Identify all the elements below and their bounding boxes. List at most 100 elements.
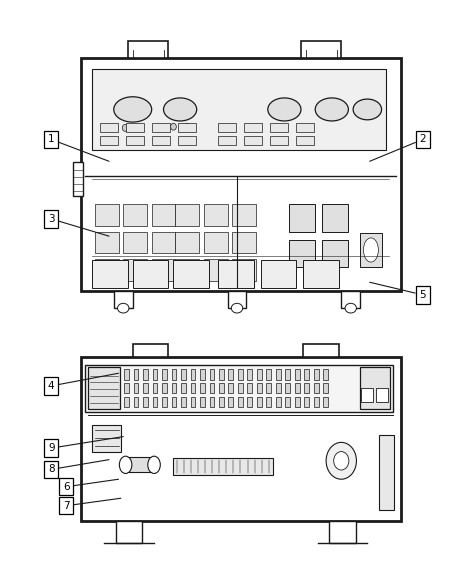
Bar xyxy=(126,136,144,145)
Bar xyxy=(95,204,118,226)
Bar xyxy=(126,457,154,472)
Bar xyxy=(200,383,205,393)
Bar xyxy=(270,123,288,132)
Bar xyxy=(143,397,148,407)
Bar xyxy=(238,397,243,407)
Bar xyxy=(123,259,147,281)
Text: 8: 8 xyxy=(48,464,55,475)
Bar xyxy=(200,397,205,407)
Bar xyxy=(360,233,382,267)
Bar xyxy=(153,397,157,407)
Bar xyxy=(210,383,214,393)
Bar xyxy=(175,204,199,226)
Bar xyxy=(285,397,290,407)
Bar xyxy=(247,369,252,380)
Bar xyxy=(323,397,328,407)
Bar xyxy=(143,369,148,380)
Bar xyxy=(304,369,309,380)
Bar xyxy=(162,383,167,393)
Bar xyxy=(172,397,176,407)
Bar xyxy=(172,383,176,393)
Bar xyxy=(323,383,328,393)
Bar xyxy=(228,383,233,393)
Ellipse shape xyxy=(119,456,132,473)
Bar xyxy=(257,397,262,407)
Ellipse shape xyxy=(353,99,382,120)
Bar xyxy=(44,131,58,148)
Bar xyxy=(289,240,315,267)
Bar xyxy=(228,397,233,407)
Bar xyxy=(95,259,118,281)
Bar xyxy=(416,286,430,304)
Bar xyxy=(301,41,341,58)
Bar xyxy=(124,369,129,380)
Bar xyxy=(178,123,196,132)
Bar xyxy=(204,259,228,281)
Bar xyxy=(303,260,339,288)
Bar xyxy=(134,369,138,380)
Bar xyxy=(329,521,356,543)
Bar xyxy=(266,369,271,380)
Bar xyxy=(266,383,271,393)
Bar xyxy=(322,240,348,267)
Bar xyxy=(126,123,144,132)
Text: 2: 2 xyxy=(419,134,426,145)
Bar xyxy=(175,232,199,253)
Bar xyxy=(134,383,138,393)
Bar xyxy=(191,369,195,380)
Bar xyxy=(361,388,373,402)
Bar xyxy=(100,136,118,145)
Bar xyxy=(295,397,300,407)
Bar xyxy=(191,383,195,393)
Bar xyxy=(81,357,401,521)
Bar xyxy=(124,383,129,393)
Bar xyxy=(85,365,393,412)
Bar xyxy=(247,383,252,393)
Bar xyxy=(175,259,199,281)
Bar xyxy=(114,291,133,308)
Bar xyxy=(116,521,142,543)
Bar xyxy=(295,383,300,393)
Bar xyxy=(152,204,175,226)
Bar xyxy=(219,397,224,407)
Bar xyxy=(285,383,290,393)
Bar xyxy=(228,291,246,308)
Bar xyxy=(162,397,167,407)
Bar xyxy=(59,478,73,495)
Bar xyxy=(162,369,167,380)
Ellipse shape xyxy=(118,304,129,313)
Bar xyxy=(153,383,157,393)
Bar xyxy=(341,291,360,308)
Bar xyxy=(218,123,236,132)
Bar xyxy=(100,123,118,132)
Bar xyxy=(92,260,128,288)
Bar xyxy=(232,204,256,226)
Bar xyxy=(244,123,262,132)
Bar xyxy=(270,136,288,145)
Bar xyxy=(123,232,147,253)
Bar xyxy=(88,367,120,409)
Bar xyxy=(266,397,271,407)
Bar xyxy=(44,377,58,395)
Bar xyxy=(152,123,170,132)
Ellipse shape xyxy=(345,304,356,313)
Bar xyxy=(173,260,209,288)
Bar xyxy=(304,397,309,407)
Bar xyxy=(376,388,388,402)
Bar xyxy=(152,259,175,281)
Bar xyxy=(204,232,228,253)
Bar xyxy=(247,397,252,407)
Ellipse shape xyxy=(114,97,152,122)
Bar xyxy=(289,204,315,232)
Bar xyxy=(178,136,196,145)
Bar xyxy=(191,397,195,407)
Ellipse shape xyxy=(334,452,349,470)
Bar xyxy=(323,369,328,380)
Bar xyxy=(152,232,175,253)
Bar xyxy=(257,383,262,393)
Bar xyxy=(261,260,296,288)
Bar xyxy=(238,383,243,393)
Bar xyxy=(59,497,73,514)
Bar xyxy=(173,458,273,475)
Ellipse shape xyxy=(231,304,243,313)
